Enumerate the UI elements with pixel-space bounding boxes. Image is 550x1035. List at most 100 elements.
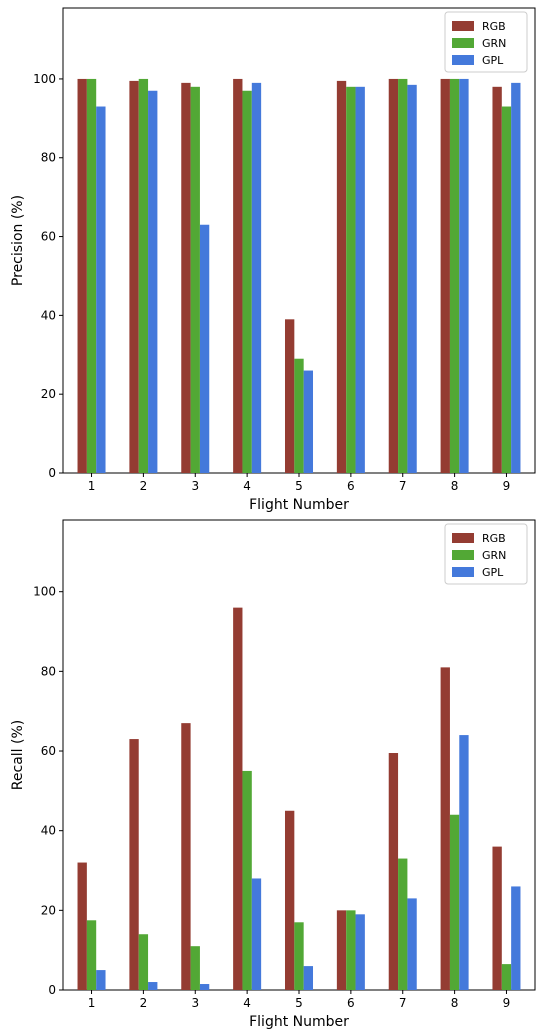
recall-bar-rgb-9 bbox=[492, 846, 502, 990]
recall-bar-gpl-8 bbox=[459, 735, 469, 990]
recall-bar-gpl-9 bbox=[511, 886, 521, 990]
recall-x-axis-label: Flight Number bbox=[249, 1014, 349, 1030]
recall-legend-label-grn: GRN bbox=[482, 549, 506, 562]
precision-y-tick-label-0: 0 bbox=[48, 466, 56, 480]
precision-y-axis-label: Precision (%) bbox=[10, 195, 26, 286]
recall-x-tick-label-4: 4 bbox=[243, 996, 251, 1010]
precision-bar-grn-4 bbox=[242, 90, 252, 473]
precision-y-tick-label-20: 20 bbox=[41, 387, 56, 401]
recall-bar-gpl-5 bbox=[303, 966, 314, 990]
recall-legend-swatch-gpl bbox=[452, 567, 474, 577]
precision-bar-gpl-7 bbox=[407, 84, 417, 473]
precision-bar-rgb-3 bbox=[181, 82, 191, 474]
precision-bar-gpl-6 bbox=[355, 86, 365, 473]
recall-bar-gpl-2 bbox=[148, 982, 158, 990]
precision-x-tick-label-9: 9 bbox=[503, 479, 511, 493]
precision-y-tick-label-100: 100 bbox=[33, 72, 56, 86]
recall-bar-rgb-2 bbox=[129, 739, 139, 990]
recall-x-tick-label-2: 2 bbox=[140, 996, 148, 1010]
precision-x-tick-label-7: 7 bbox=[399, 479, 407, 493]
precision-y-tick-label-80: 80 bbox=[41, 151, 56, 165]
precision-bar-rgb-5 bbox=[284, 319, 295, 473]
precision-chart: 1 2 3 4 5 6 7 8 9 0 20 40 60 80 100 Flight Number Precis… bbox=[10, 7, 536, 513]
recall-legend: RGB GRN GPL bbox=[444, 523, 528, 585]
recall-bar-grn-8 bbox=[449, 814, 460, 990]
precision-x-axis-label: Flight Number bbox=[249, 497, 349, 513]
recall-y-tick-label-0: 0 bbox=[48, 983, 56, 997]
recall-y-axis-label: Recall (%) bbox=[10, 720, 26, 790]
precision-bar-grn-5 bbox=[294, 358, 304, 473]
precision-bar-gpl-4 bbox=[251, 82, 262, 474]
recall-bar-rgb-6 bbox=[336, 910, 347, 990]
precision-bar-gpl-9 bbox=[511, 82, 521, 474]
recall-x-tick-label-8: 8 bbox=[451, 996, 459, 1010]
recall-y-tick-label-60: 60 bbox=[41, 744, 56, 758]
precision-bar-gpl-5 bbox=[303, 370, 314, 473]
precision-bar-grn-8 bbox=[449, 78, 460, 474]
recall-bar-grn-7 bbox=[398, 858, 408, 990]
recall-bar-grn-2 bbox=[138, 934, 149, 990]
precision-bar-grn-3 bbox=[190, 86, 200, 473]
precision-bar-rgb-1 bbox=[77, 78, 87, 474]
precision-legend-swatch-grn bbox=[452, 38, 474, 48]
recall-bar-gpl-4 bbox=[251, 878, 262, 990]
recall-bar-rgb-5 bbox=[284, 810, 295, 990]
precision-bar-rgb-2 bbox=[129, 80, 139, 474]
precision-y-tick-label-40: 40 bbox=[41, 308, 56, 322]
precision-bar-grn-9 bbox=[501, 106, 512, 473]
recall-bar-gpl-7 bbox=[407, 898, 417, 990]
recall-bar-grn-5 bbox=[294, 922, 304, 990]
recall-legend-label-rgb: RGB bbox=[482, 532, 506, 545]
recall-legend-swatch-rgb bbox=[452, 533, 474, 543]
recall-bar-grn-6 bbox=[346, 910, 356, 990]
precision-bar-rgb-9 bbox=[492, 86, 502, 473]
precision-x-tick-label-4: 4 bbox=[243, 479, 251, 493]
recall-legend-swatch-grn bbox=[452, 550, 474, 560]
precision-x-tick-label-1: 1 bbox=[88, 479, 96, 493]
precision-y-tick-label-60: 60 bbox=[41, 230, 56, 244]
recall-chart: 1 2 3 4 5 6 7 8 9 0 20 40 60 80 100 Flight Number Recall… bbox=[10, 519, 536, 1030]
recall-legend-label-gpl: GPL bbox=[482, 566, 504, 579]
recall-bar-grn-3 bbox=[190, 946, 200, 990]
recall-bar-rgb-1 bbox=[77, 862, 87, 990]
recall-bar-rgb-3 bbox=[181, 723, 191, 990]
precision-x-tick-label-2: 2 bbox=[140, 479, 148, 493]
recall-x-tick-label-1: 1 bbox=[88, 996, 96, 1010]
recall-x-tick-label-9: 9 bbox=[503, 996, 511, 1010]
precision-bar-gpl-2 bbox=[148, 90, 158, 473]
recall-bar-rgb-7 bbox=[388, 753, 399, 990]
precision-x-tick-label-3: 3 bbox=[191, 479, 199, 493]
precision-bar-gpl-3 bbox=[199, 224, 210, 473]
recall-x-tick-label-5: 5 bbox=[295, 996, 303, 1010]
precision-bar-rgb-7 bbox=[388, 78, 399, 474]
recall-y-tick-label-20: 20 bbox=[41, 903, 56, 917]
precision-bar-grn-7 bbox=[398, 78, 408, 474]
precision-bar-rgb-4 bbox=[233, 78, 243, 474]
precision-legend-label-rgb: RGB bbox=[482, 20, 506, 33]
recall-y-tick-label-40: 40 bbox=[41, 824, 56, 838]
precision-bar-gpl-1 bbox=[96, 106, 106, 473]
recall-bar-rgb-4 bbox=[233, 607, 243, 990]
recall-bar-grn-1 bbox=[86, 920, 97, 990]
precision-bar-grn-6 bbox=[346, 86, 356, 473]
recall-x-tick-label-7: 7 bbox=[399, 996, 407, 1010]
precision-legend: RGB GRN GPL bbox=[444, 11, 528, 73]
recall-bar-gpl-1 bbox=[96, 970, 106, 990]
recall-bar-grn-4 bbox=[242, 770, 252, 990]
precision-legend-label-grn: GRN bbox=[482, 37, 506, 50]
precision-bar-rgb-8 bbox=[440, 78, 450, 474]
recall-y-tick-label-80: 80 bbox=[41, 664, 56, 678]
recall-y-tick-label-100: 100 bbox=[33, 585, 56, 599]
recall-x-tick-label-6: 6 bbox=[347, 996, 355, 1010]
recall-bar-rgb-8 bbox=[440, 667, 450, 990]
recall-x-tick-label-3: 3 bbox=[191, 996, 199, 1010]
precision-bar-rgb-6 bbox=[336, 80, 347, 474]
recall-bar-gpl-3 bbox=[199, 984, 210, 990]
precision-bar-gpl-8 bbox=[459, 78, 469, 474]
precision-bar-grn-2 bbox=[138, 78, 149, 474]
precision-x-tick-label-6: 6 bbox=[347, 479, 355, 493]
precision-bar-grn-1 bbox=[86, 78, 97, 474]
recall-bar-gpl-6 bbox=[355, 914, 365, 990]
precision-x-tick-label-8: 8 bbox=[451, 479, 459, 493]
